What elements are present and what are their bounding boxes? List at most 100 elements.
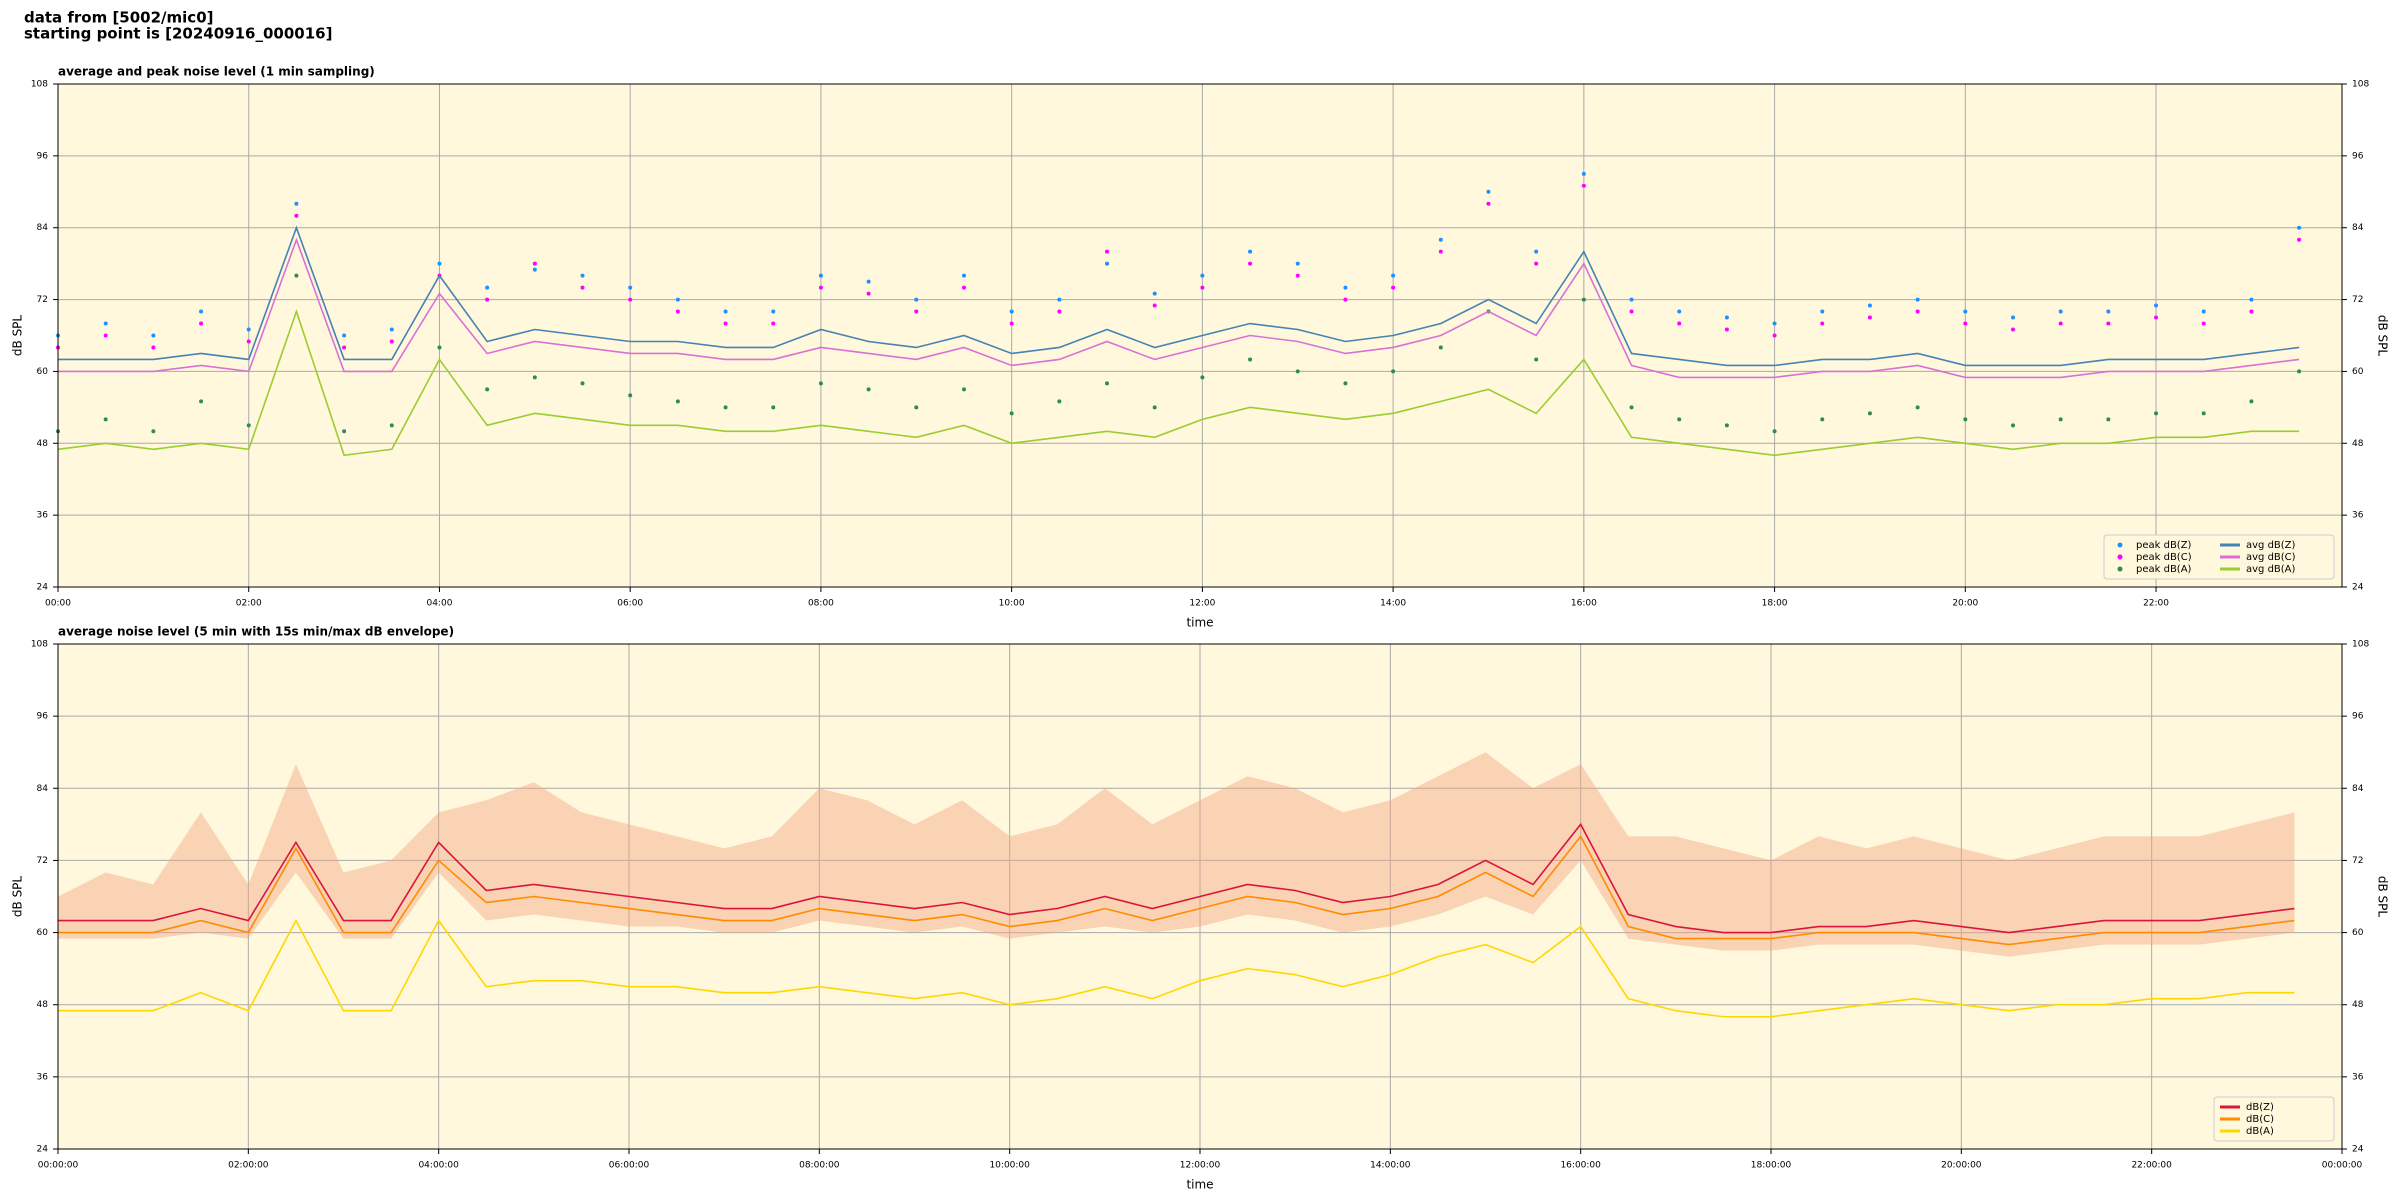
peak-point bbox=[1438, 345, 1443, 350]
peak-point bbox=[1915, 297, 1920, 302]
x-tick-label: 00:00:00 bbox=[2322, 1161, 2363, 1171]
series-line bbox=[58, 237, 2300, 379]
peak-point bbox=[2201, 411, 2206, 416]
peak-point bbox=[1486, 189, 1491, 194]
peak-point bbox=[1248, 249, 1253, 254]
header-line: starting point is [20240916_000016] bbox=[24, 25, 332, 43]
peak-point bbox=[961, 285, 966, 290]
peak-point bbox=[1629, 405, 1634, 410]
x-tick-label: 12:00 bbox=[1189, 599, 1215, 609]
peak-point bbox=[1724, 315, 1729, 320]
y-tick-label: 48 bbox=[37, 1000, 49, 1010]
peak-point bbox=[2154, 315, 2159, 320]
series-line bbox=[58, 918, 2295, 1018]
x-tick-label: 10:00 bbox=[999, 599, 1025, 609]
y-tick-label: 60 bbox=[37, 367, 49, 377]
x-tick-label: 16:00:00 bbox=[1560, 1161, 1601, 1171]
peak-point bbox=[103, 333, 108, 338]
peak-point bbox=[1534, 261, 1539, 266]
peak-point bbox=[675, 399, 680, 404]
peak-point bbox=[675, 297, 680, 302]
peak-point bbox=[1867, 411, 1872, 416]
peak-point bbox=[914, 309, 919, 314]
peak-point bbox=[1295, 369, 1300, 374]
y-tick-label: 48 bbox=[37, 439, 49, 449]
y-tick-label: 108 bbox=[2352, 640, 2369, 650]
y-tick-label: 24 bbox=[2352, 583, 2364, 593]
legend-marker bbox=[2117, 542, 2123, 548]
peak-point bbox=[294, 213, 299, 218]
legend-label: peak dB(C) bbox=[2136, 552, 2192, 563]
peak-point bbox=[818, 273, 823, 278]
peak-point bbox=[1391, 369, 1396, 374]
peak-point bbox=[2106, 417, 2111, 422]
y-tick-label: 60 bbox=[37, 928, 49, 938]
peak-point bbox=[1343, 297, 1348, 302]
x-tick-label: 06:00 bbox=[617, 599, 643, 609]
y-tick-label: 24 bbox=[37, 583, 49, 593]
peak-point bbox=[485, 297, 490, 302]
peak-point bbox=[389, 423, 394, 428]
y-tick-label: 60 bbox=[2352, 928, 2364, 938]
peak-point bbox=[1152, 303, 1157, 308]
peak-point bbox=[246, 339, 251, 344]
peak-point bbox=[1772, 321, 1777, 326]
y-tick-label: 84 bbox=[37, 223, 49, 233]
peak-point bbox=[2154, 303, 2159, 308]
peak-point bbox=[342, 345, 347, 350]
peak-point bbox=[2058, 321, 2063, 326]
peak-point bbox=[1057, 399, 1062, 404]
peak-point bbox=[1486, 201, 1491, 206]
peak-point bbox=[342, 429, 347, 434]
peak-point bbox=[771, 405, 776, 410]
peak-point bbox=[1724, 423, 1729, 428]
peak-point bbox=[771, 321, 776, 326]
x-tick-label: 02:00 bbox=[236, 599, 262, 609]
peak-point bbox=[2297, 369, 2302, 374]
peak-point bbox=[723, 309, 728, 314]
y-tick-label: 84 bbox=[37, 784, 49, 794]
peak-point bbox=[199, 399, 204, 404]
peak-point bbox=[485, 285, 490, 290]
peak-point bbox=[103, 321, 108, 326]
peak-point bbox=[1867, 315, 1872, 320]
peak-point bbox=[580, 285, 585, 290]
y-tick-label: 72 bbox=[2352, 856, 2363, 866]
peak-point bbox=[532, 261, 537, 266]
peak-point bbox=[532, 375, 537, 380]
peak-point bbox=[961, 387, 966, 392]
x-tick-label: 08:00:00 bbox=[799, 1161, 840, 1171]
y-tick-label: 60 bbox=[2352, 367, 2364, 377]
y-axis-label: dB SPL bbox=[2376, 876, 2390, 918]
peak-point bbox=[1820, 417, 1825, 422]
peak-point bbox=[532, 267, 537, 272]
peak-point bbox=[1581, 183, 1586, 188]
peak-point bbox=[1629, 309, 1634, 314]
series-line bbox=[58, 225, 2300, 367]
series-line bbox=[58, 822, 2295, 934]
peak-point bbox=[151, 333, 156, 338]
peak-point bbox=[246, 327, 251, 332]
peak-point bbox=[1105, 249, 1110, 254]
peak-point bbox=[1820, 321, 1825, 326]
legend-label: avg dB(C) bbox=[2246, 552, 2296, 563]
peak-point bbox=[2106, 309, 2111, 314]
peak-point bbox=[1009, 309, 1014, 314]
peak-point bbox=[246, 423, 251, 428]
legend-label: dB(A) bbox=[2246, 1126, 2274, 1137]
peak-point bbox=[818, 285, 823, 290]
peak-point bbox=[580, 381, 585, 386]
x-tick-label: 00:00 bbox=[45, 599, 71, 609]
peak-point bbox=[866, 291, 871, 296]
y-tick-label: 72 bbox=[37, 295, 48, 305]
peak-point bbox=[1438, 249, 1443, 254]
y-tick-label: 36 bbox=[37, 1072, 49, 1082]
series-line bbox=[57, 309, 2300, 457]
peak-point bbox=[1677, 417, 1682, 422]
peak-point bbox=[1343, 381, 1348, 386]
peak-point bbox=[1248, 261, 1253, 266]
peak-point bbox=[485, 387, 490, 392]
peak-point bbox=[1534, 357, 1539, 362]
peak-point bbox=[342, 333, 347, 338]
